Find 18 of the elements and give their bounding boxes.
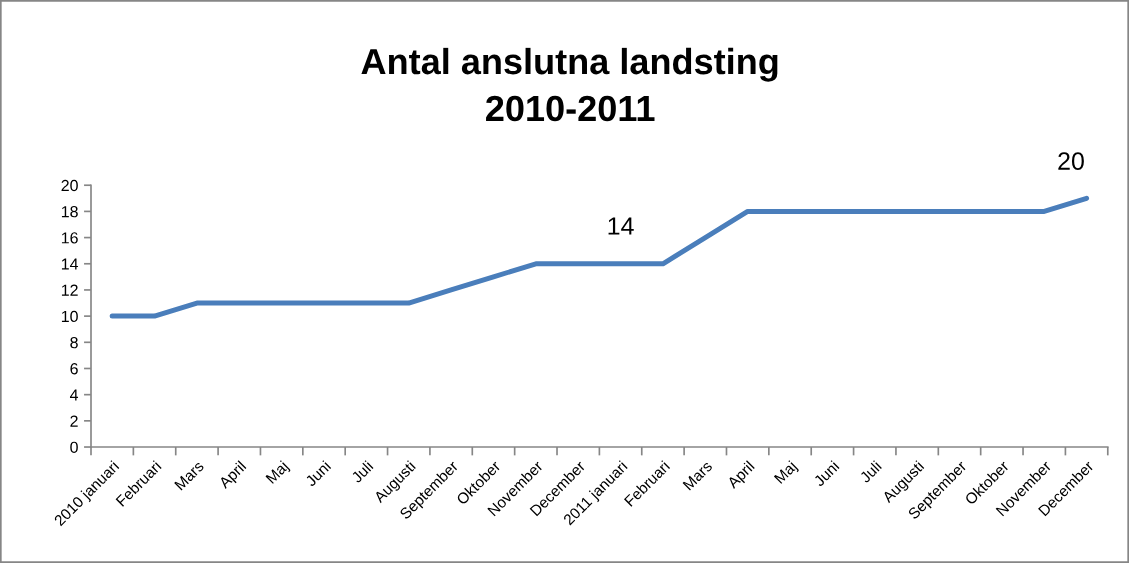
y-tick-label: 14	[61, 258, 79, 270]
y-tick-label: 8	[70, 336, 78, 349]
y-tick-label: 6	[70, 363, 78, 375]
x-tick-label: Juli	[350, 460, 374, 484]
y-tick-label: 18	[61, 206, 78, 218]
y-tick-label: 12	[61, 284, 78, 296]
x-tick-label: Juli	[858, 460, 882, 484]
y-tick-label: 4	[69, 389, 79, 401]
x-tick-label: Maj	[773, 460, 800, 487]
y-tick-label: 2	[70, 415, 78, 427]
text: 20	[1058, 152, 1084, 170]
chart-title: Antal anslutna landsting 2010-2011	[361, 47, 778, 122]
x-tick-label: Maj	[265, 460, 291, 487]
y-tick-label: 10	[61, 310, 78, 323]
y-tick-label: 16	[61, 232, 78, 244]
annotation: 14	[608, 217, 634, 235]
y-tick-label: 0	[70, 441, 78, 453]
y-tick-label: 20	[61, 179, 78, 192]
